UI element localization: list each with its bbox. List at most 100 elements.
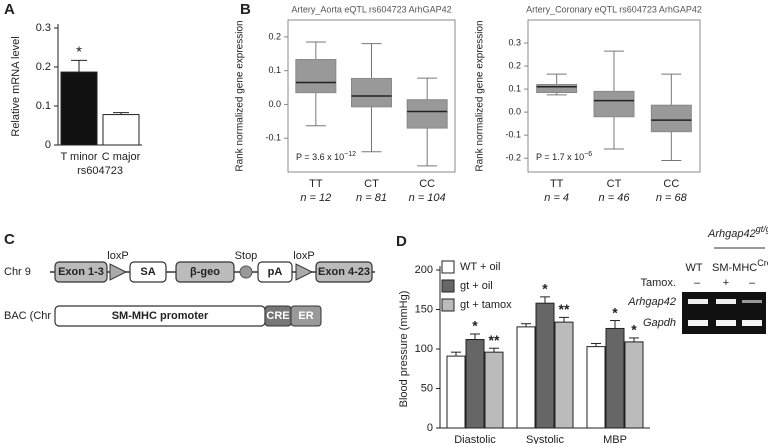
gel-row-label: Arhgap42	[627, 296, 676, 308]
bar	[102, 114, 140, 146]
y-tick-label: 0.2	[268, 31, 281, 41]
x-axis-label: rs604723	[77, 165, 123, 177]
lane-header: WT	[685, 262, 702, 274]
pa-box	[257, 261, 293, 283]
significance: **	[489, 332, 500, 348]
n-label: n = 46	[599, 192, 631, 204]
genotype-header: Arhgap42gt/gt	[707, 224, 768, 240]
sa-box	[129, 261, 167, 283]
y-tick-label: 50	[421, 382, 433, 394]
bar	[446, 355, 466, 429]
box	[406, 99, 448, 129]
row-label: BAC (Chr Y)	[4, 310, 65, 322]
loxp-label: loxP	[293, 250, 314, 262]
tamox-sign: +	[723, 277, 729, 289]
gel-band	[716, 299, 736, 304]
bar	[516, 326, 536, 429]
er-box	[290, 305, 322, 327]
y-tick-label: 0.2	[508, 60, 521, 70]
y-tick-label: 0.0	[508, 106, 521, 116]
significance: *	[631, 322, 637, 338]
legend-label: WT + oil	[460, 261, 500, 273]
y-tick-label: 0.1	[36, 100, 51, 112]
loxp-triangle	[295, 263, 314, 281]
gel-band	[716, 320, 736, 326]
box	[536, 83, 578, 94]
panel-label: C	[4, 231, 15, 248]
y-tick-label: 0.1	[508, 83, 521, 93]
x-tick-label: TT	[309, 178, 323, 190]
loxp-triangle	[109, 263, 128, 281]
exon-box	[315, 261, 373, 283]
bar	[586, 346, 606, 429]
gel-band	[742, 320, 762, 326]
tamox-label: Tamox.	[641, 277, 676, 289]
bar	[465, 339, 485, 429]
gel-band	[742, 300, 762, 303]
legend-swatch	[441, 298, 455, 312]
legend-label: gt + tamox	[460, 299, 512, 311]
p-value-exponent: −6	[584, 151, 592, 158]
x-tick-label: CC	[663, 178, 679, 190]
x-tick-label: CC	[419, 178, 435, 190]
y-tick-label: 0.0	[268, 99, 281, 109]
n-label: n = 12	[300, 192, 331, 204]
bgeo-box	[175, 261, 235, 283]
x-tick-label: CT	[607, 178, 622, 190]
tamox-sign: –	[694, 277, 701, 289]
box	[593, 90, 635, 118]
gel-band	[688, 299, 708, 304]
p-value: P = 3.6 x 10−12	[296, 151, 356, 163]
panel-label: B	[240, 1, 251, 18]
bar	[484, 351, 504, 429]
chart-title: Artery_Aorta eQTL rs604723 ArhGAP42	[291, 4, 451, 14]
x-tick-label: TT	[550, 178, 564, 190]
box	[351, 77, 392, 108]
y-tick-label: 0.3	[36, 22, 51, 34]
y-tick-label: 150	[415, 303, 433, 315]
promoter-label: SM-MHC promoter	[112, 310, 209, 322]
significance: **	[559, 301, 570, 317]
cre-label: CRE	[266, 310, 289, 322]
box	[650, 104, 692, 133]
tamox-sign: –	[749, 277, 756, 289]
plot-frame	[287, 19, 456, 173]
panel-label: A	[4, 1, 15, 18]
legend-swatch	[441, 279, 455, 293]
exon-label: Exon 1-3	[58, 266, 104, 278]
construct-diagram: Chr 9 Exon 1-3 loxP SA β-geo Stop pA lox…	[4, 250, 375, 327]
bar	[60, 71, 98, 146]
plot-frame	[527, 19, 701, 173]
bar	[554, 321, 574, 429]
x-tick-label: MBP	[603, 434, 627, 444]
x-tick-label: C major	[102, 151, 141, 163]
legend-swatch	[441, 260, 455, 274]
y-axis-label: Rank normalized gene expression	[475, 20, 486, 171]
p-value-base: P = 3.6 x 10	[296, 152, 344, 162]
bgeo-label: β-geo	[190, 266, 220, 278]
n-label: n = 104	[409, 192, 446, 204]
gel-band	[688, 320, 708, 326]
significance: *	[472, 318, 478, 334]
y-tick-label: -0.1	[265, 133, 281, 143]
legend-label: gt + oil	[460, 280, 493, 292]
y-tick-label: 0.2	[36, 61, 51, 73]
p-value: P = 1.7 x 10−6	[536, 151, 592, 163]
x-tick-label: T minor	[60, 151, 97, 163]
p-value-base: P = 1.7 x 10	[536, 152, 584, 162]
pa-label: pA	[268, 266, 283, 278]
gel-panel: Arhgap42gt/gt WT SM-MHCCre Tamox. – + – …	[627, 224, 768, 334]
y-tick-label: -0.2	[505, 153, 521, 163]
bar	[605, 327, 625, 429]
sa-label: SA	[140, 266, 155, 278]
gel-row-label: Gapdh	[643, 317, 676, 329]
n-label: n = 68	[656, 192, 688, 204]
chart-title: Artery_Coronary eQTL rs604723 ArhGAP42	[526, 4, 702, 14]
x-tick-label: CT	[364, 178, 379, 190]
x-tick-label: Diastolic	[454, 434, 496, 444]
x-tick-label: Systolic	[526, 434, 564, 444]
significance: *	[76, 43, 82, 60]
box	[295, 59, 337, 94]
y-tick-label: 0	[45, 139, 51, 151]
